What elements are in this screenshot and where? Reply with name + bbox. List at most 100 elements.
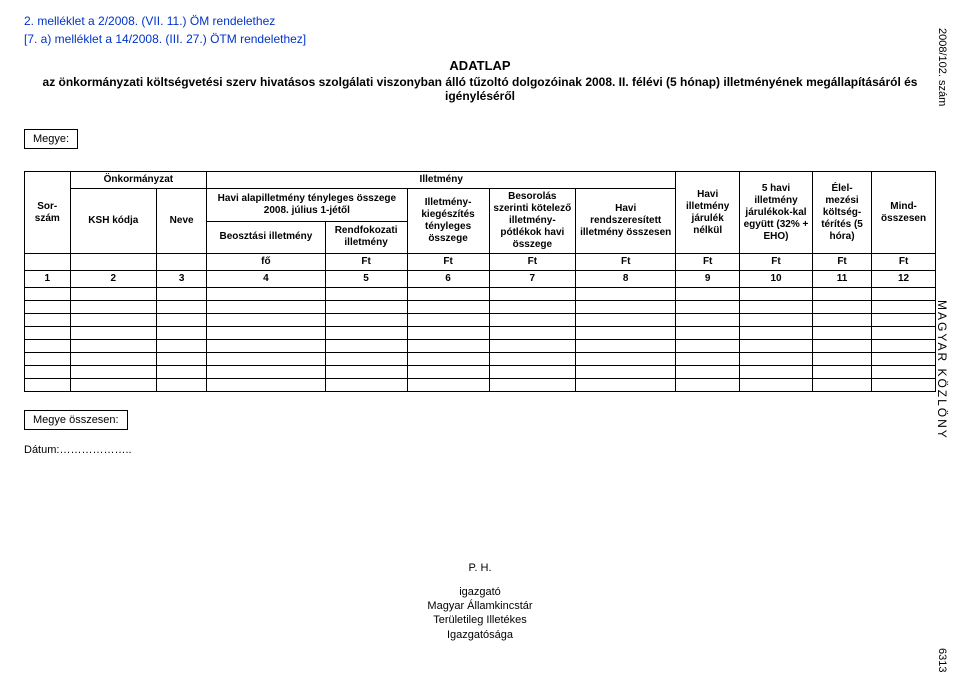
table-cell — [676, 340, 740, 353]
sig-line-2: Magyar Államkincstár — [0, 599, 960, 613]
table-cell — [812, 288, 871, 301]
table-cell — [676, 353, 740, 366]
table-cell — [325, 340, 407, 353]
table-cell — [325, 314, 407, 327]
col-mindosszesen: Mind-összesen — [872, 172, 936, 254]
table-cell — [407, 301, 489, 314]
col-besorolas: Besorolás szerinti kötelező illetmény-pó… — [489, 189, 576, 254]
table-cell — [407, 340, 489, 353]
col-beosztasi: Beosztási illetmény — [207, 221, 325, 254]
table-cell — [676, 288, 740, 301]
doc-title: ADATLAP — [24, 58, 936, 73]
table-cell — [872, 288, 936, 301]
table-cell — [157, 301, 207, 314]
table-cell — [872, 353, 936, 366]
table-cell — [676, 366, 740, 379]
unit-cell — [70, 254, 157, 271]
table-cell — [872, 327, 936, 340]
side-issue-number: 2008/102. szám — [936, 28, 948, 106]
table-cell — [872, 314, 936, 327]
table-cell — [325, 353, 407, 366]
table-cell — [70, 340, 157, 353]
table-cell — [25, 301, 71, 314]
table-cell — [157, 327, 207, 340]
table-row — [25, 314, 936, 327]
table-cell — [576, 353, 676, 366]
table-cell — [157, 379, 207, 392]
table-cell — [872, 301, 936, 314]
table-cell — [70, 379, 157, 392]
signature-block: P. H. igazgató Magyar Államkincstár Terü… — [0, 561, 960, 642]
attachment-line-2: [7. a) melléklet a 14/2008. (III. 27.) Ö… — [24, 32, 936, 46]
colnum-cell: 8 — [576, 271, 676, 288]
table-cell — [489, 379, 576, 392]
table-cell — [25, 340, 71, 353]
table-cell — [325, 327, 407, 340]
col-5havi: 5 havi illetmény járulékok-kal együtt (3… — [740, 172, 813, 254]
sig-line-3: Területileg Illetékes — [0, 613, 960, 627]
table-cell — [489, 353, 576, 366]
col-rendfokozati: Rendfokozati illetmény — [325, 221, 407, 254]
datum-line: Dátum:……………….. — [24, 444, 936, 456]
unit-cell: Ft — [489, 254, 576, 271]
colnum-cell: 4 — [207, 271, 325, 288]
col-ksh: KSH kódja — [70, 189, 157, 254]
table-cell — [157, 288, 207, 301]
table-cell — [740, 288, 813, 301]
table-cell — [489, 288, 576, 301]
right-margin: 2008/102. szám MAGYAR KÖZLÖNY 6313 — [928, 0, 956, 682]
table-cell — [676, 314, 740, 327]
table-cell — [676, 379, 740, 392]
col-sorszam: Sor-szám — [25, 172, 71, 254]
table-cell — [740, 327, 813, 340]
table-cell — [207, 288, 325, 301]
table-cell — [676, 301, 740, 314]
table-cell — [207, 366, 325, 379]
table-cell — [70, 353, 157, 366]
table-cell — [489, 340, 576, 353]
unit-cell: Ft — [872, 254, 936, 271]
table-cell — [407, 314, 489, 327]
table-cell — [407, 288, 489, 301]
table-row — [25, 353, 936, 366]
table-cell — [872, 379, 936, 392]
colnum-cell: 11 — [812, 271, 871, 288]
table-cell — [740, 301, 813, 314]
col-elelmezesi: Élel-mezési költség-térítés (5 hóra) — [812, 172, 871, 254]
table-row — [25, 340, 936, 353]
table-cell — [70, 314, 157, 327]
col-havi-rendsz: Havi rendszeresített illetmény összesen — [576, 189, 676, 254]
table-cell — [407, 353, 489, 366]
unit-cell: fő — [207, 254, 325, 271]
col-onkormanyzat: Önkormányzat — [70, 172, 207, 189]
unit-row: főFtFtFtFtFtFtFtFt — [25, 254, 936, 271]
table-cell — [157, 366, 207, 379]
table-cell — [576, 340, 676, 353]
unit-cell: Ft — [676, 254, 740, 271]
table-cell — [207, 340, 325, 353]
table-cell — [740, 366, 813, 379]
colnum-cell: 6 — [407, 271, 489, 288]
table-row — [25, 301, 936, 314]
table-cell — [325, 379, 407, 392]
megye-osszesen-box: Megye összesen: — [24, 410, 128, 430]
unit-cell: Ft — [407, 254, 489, 271]
data-table: Sor-szám Önkormányzat Illetmény Havi ill… — [24, 171, 936, 392]
unit-cell — [157, 254, 207, 271]
col-illetmeny-group: Illetmény — [207, 172, 676, 189]
unit-cell — [25, 254, 71, 271]
table-cell — [25, 366, 71, 379]
col-kiegeszites: Illetmény-kiegészítés tényleges összege — [407, 189, 489, 254]
colnum-cell: 3 — [157, 271, 207, 288]
colnum-cell: 10 — [740, 271, 813, 288]
table-cell — [207, 301, 325, 314]
table-cell — [157, 353, 207, 366]
table-cell — [576, 379, 676, 392]
table-cell — [325, 366, 407, 379]
attachment-line-1: 2. melléklet a 2/2008. (VII. 11.) ÖM ren… — [24, 14, 936, 28]
sig-line-4: Igazgatósága — [0, 628, 960, 642]
table-cell — [740, 314, 813, 327]
table-cell — [325, 288, 407, 301]
table-cell — [872, 366, 936, 379]
table-cell — [740, 340, 813, 353]
